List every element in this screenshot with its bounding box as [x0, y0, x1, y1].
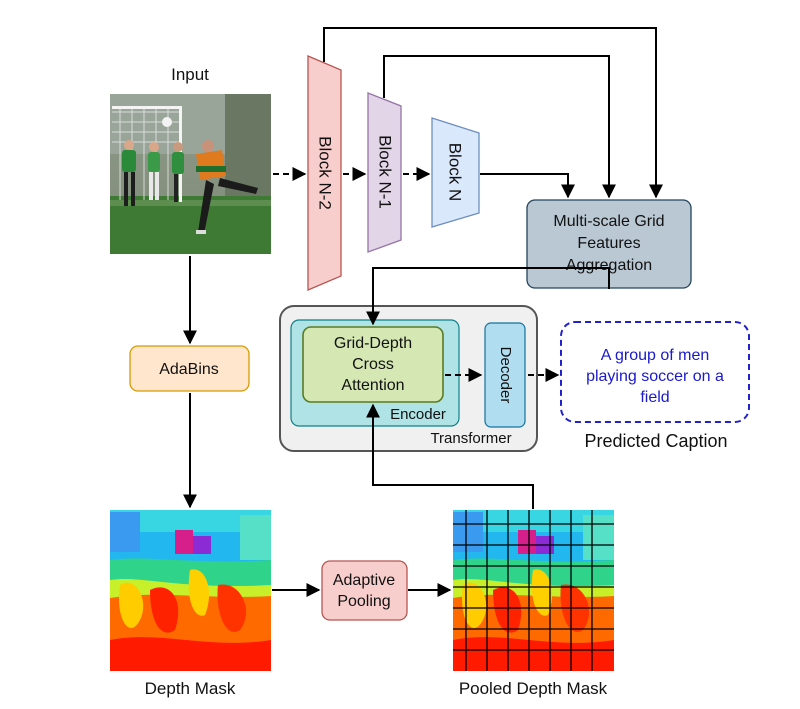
multiscale-line1: Multi-scale Grid: [553, 213, 664, 230]
encoder-label: Encoder: [390, 406, 446, 423]
arrow-block-n1-skip: [383, 55, 616, 199]
caption-box: [560, 321, 750, 423]
decoder-label: Decoder: [497, 347, 514, 404]
caption-line1: A group of men: [601, 347, 710, 364]
input-image: [110, 94, 271, 254]
pooled-depth-mask-image: [453, 510, 614, 671]
block-n2-label: Block N-2: [316, 136, 335, 210]
depth-mask-label: Depth Mask: [145, 679, 236, 698]
adabins-label: AdaBins: [159, 361, 219, 378]
block-n-shape: [431, 117, 480, 228]
block-n1-label: Block N-1: [376, 135, 395, 209]
arrow-block-n2-skip: [323, 27, 663, 199]
depth-mask-image: [110, 510, 271, 671]
arrow-pooled-to-cross-attn: [366, 403, 534, 509]
adabins-box: [129, 345, 250, 392]
input-label: Input: [171, 65, 209, 84]
arrow-agg-to-cross-attn: [366, 267, 610, 326]
block-n1-shape: [367, 92, 402, 253]
pooling-grid: [453, 510, 614, 671]
pooled-depth-mask-label: Pooled Depth Mask: [459, 679, 608, 698]
block-n2-shape: [307, 55, 342, 291]
adaptive-line1: Adaptive: [333, 572, 395, 589]
adaptive-line2: Pooling: [337, 593, 390, 610]
arrow-block-n-to-agg: [480, 173, 575, 199]
caption-line2: playing soccer on a: [586, 368, 724, 385]
cross-attn-line1: Grid-Depth: [334, 335, 412, 352]
transformer-label: Transformer: [430, 430, 511, 447]
block-n-label: Block N: [446, 143, 465, 202]
cross-attn-line2: Cross: [352, 356, 394, 373]
decoder-box: [484, 322, 526, 428]
adaptive-pooling-box: [321, 560, 408, 621]
multiscale-line3: Aggregation: [566, 257, 652, 274]
caption-line3: field: [640, 389, 669, 406]
predicted-caption-label: Predicted Caption: [584, 431, 727, 451]
multiscale-line2: Features: [577, 235, 640, 252]
cross-attention-box: [302, 326, 444, 403]
cross-attn-line3: Attention: [341, 377, 404, 394]
